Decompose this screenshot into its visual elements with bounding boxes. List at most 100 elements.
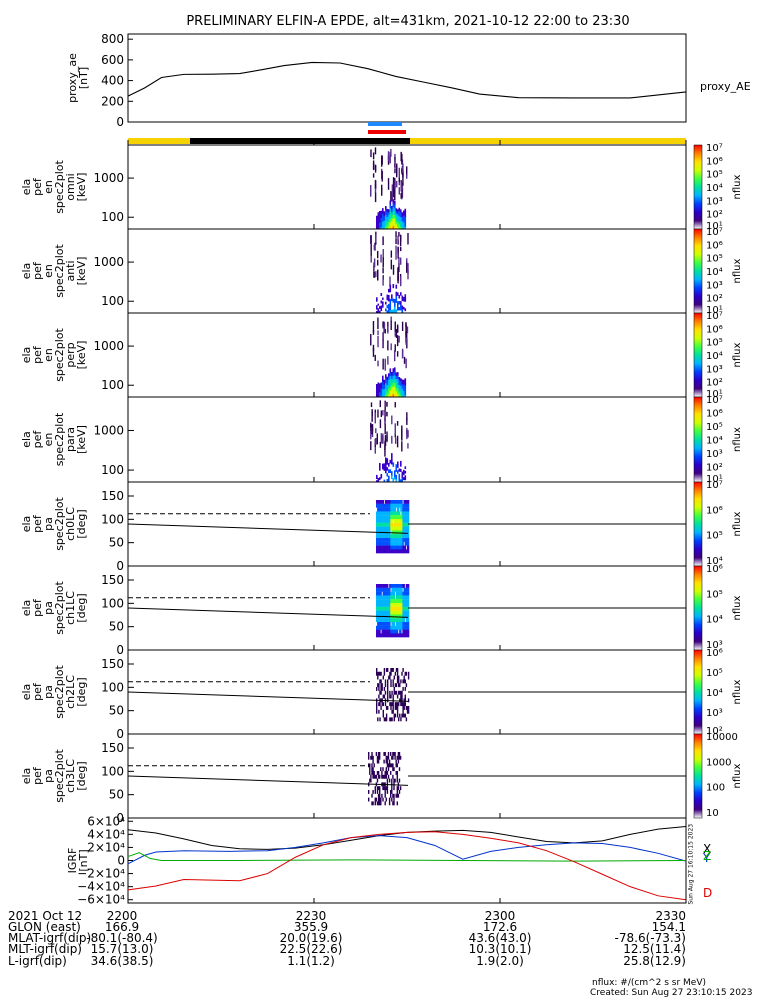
- heatmap-cell: [388, 541, 390, 546]
- heatmap-cell: [398, 599, 400, 604]
- heatmap-cell: [396, 603, 399, 607]
- heatmap-cell: [389, 511, 391, 516]
- heatmap-cell: [386, 467, 389, 471]
- heatmap-cell: [376, 305, 378, 308]
- heatmap-cell: [370, 235, 372, 244]
- heatmap-cell: [394, 614, 397, 619]
- heatmap-cell: [389, 549, 391, 554]
- colorbar-tick-label: 10⁴: [706, 267, 723, 278]
- heatmap-cell: [389, 534, 391, 539]
- heatmap-cell: [407, 503, 410, 508]
- heatmap-cell: [383, 599, 386, 604]
- heatmap-cell: [389, 309, 392, 314]
- heatmap-cell: [406, 629, 409, 634]
- heatmap-cell: [383, 213, 386, 217]
- heatmap-cell: [399, 713, 401, 718]
- heatmap-cell: [394, 706, 397, 710]
- heatmap-cell: [393, 599, 395, 604]
- heatmap-cell: [404, 294, 407, 298]
- heatmap-ylabel-line: en: [42, 264, 55, 278]
- heatmap-cell: [396, 713, 399, 718]
- heatmap-cell: [407, 507, 410, 512]
- heatmap-cell: [377, 752, 380, 756]
- heatmap-cell: [384, 690, 387, 695]
- heatmap-cell: [380, 393, 383, 396]
- heatmap-cell: [403, 522, 405, 527]
- colorbar-tick-label: 10¹: [706, 474, 723, 485]
- heatmap-cell: [382, 463, 384, 467]
- heatmap-cell: [404, 382, 407, 386]
- heatmap-cell: [389, 204, 392, 209]
- heatmap-cell: [394, 522, 397, 527]
- heatmap-cell: [404, 687, 406, 691]
- heatmap-cell: [398, 384, 401, 388]
- heatmap-cell: [383, 538, 386, 542]
- heatmap-cell: [388, 478, 390, 483]
- heatmap-cell: [385, 755, 387, 760]
- heatmap-cell: [379, 515, 381, 520]
- heatmap-cell: [385, 759, 387, 764]
- heatmap-cell: [398, 167, 400, 178]
- heatmap-cell: [397, 759, 400, 764]
- heatmap-cell: [401, 511, 403, 516]
- heatmap-cell: [395, 375, 398, 380]
- heatmap-cell: [394, 385, 396, 391]
- heatmap-cell: [376, 511, 378, 516]
- heatmap-cell: [388, 469, 390, 473]
- heatmap-cell: [406, 587, 409, 592]
- heatmap-cell: [400, 307, 402, 311]
- heatmap-cell: [377, 629, 379, 634]
- heatmap-cell: [380, 603, 382, 607]
- heatmap-cell: [393, 778, 395, 783]
- heatmap-cell: [376, 388, 378, 392]
- heatmap-cell: [382, 625, 384, 630]
- igrf-series-y: [127, 835, 687, 865]
- heatmap-cell: [388, 778, 391, 783]
- heatmap-cell: [394, 207, 396, 212]
- heatmap-cell: [407, 270, 409, 280]
- heatmap-cell: [397, 755, 400, 760]
- footer-value: 166.9: [105, 920, 139, 934]
- heatmap-cell: [398, 392, 401, 396]
- heatmap-cell: [389, 545, 391, 550]
- heatmap-cell: [377, 545, 379, 550]
- heatmap-cell: [407, 263, 409, 274]
- heatmap-cell: [377, 786, 380, 791]
- heatmap-cell: [406, 526, 409, 531]
- heatmap-cell: [379, 213, 381, 217]
- heatmap-cell: [385, 214, 387, 219]
- heatmap-cell: [400, 538, 402, 542]
- heatmap-cell: [393, 767, 395, 772]
- heatmap-cell: [378, 538, 380, 542]
- heatmap-cell: [373, 262, 375, 272]
- heatmap-cell: [398, 610, 400, 615]
- heatmap-cell: [406, 625, 409, 630]
- heatmap-cell: [390, 633, 392, 638]
- igrf-ytick-label: 4×10⁴: [87, 827, 125, 841]
- heatmap-cell: [388, 759, 391, 764]
- heatmap-cell: [385, 786, 387, 791]
- heatmap-cell: [393, 690, 395, 695]
- heatmap-cell: [388, 595, 390, 600]
- heatmap-cell: [393, 350, 396, 362]
- heatmap-cell: [393, 625, 395, 630]
- heatmap-cell: [391, 622, 393, 626]
- heatmap-cell: [398, 307, 401, 311]
- heatmap-cell: [395, 702, 398, 707]
- heatmap-cell: [393, 713, 395, 718]
- heatmap-cell: [372, 774, 374, 779]
- heatmap-cell: [381, 793, 383, 798]
- heatmap-cell: [384, 622, 387, 626]
- heatmap-cell: [385, 511, 388, 516]
- heatmap-ylabel-line: pef: [31, 261, 44, 280]
- colorbar-tick-label: 10⁶: [706, 564, 723, 575]
- heatmap-cell: [393, 515, 395, 520]
- heatmap-cell: [376, 269, 379, 281]
- heatmap-cell: [398, 503, 400, 508]
- heatmap-cell: [389, 507, 391, 512]
- colorbar: [693, 312, 703, 398]
- heatmap-cell: [400, 221, 402, 225]
- heatmap-cell: [403, 587, 405, 592]
- heatmap-cell: [391, 220, 393, 224]
- heatmap-cell: [406, 173, 408, 179]
